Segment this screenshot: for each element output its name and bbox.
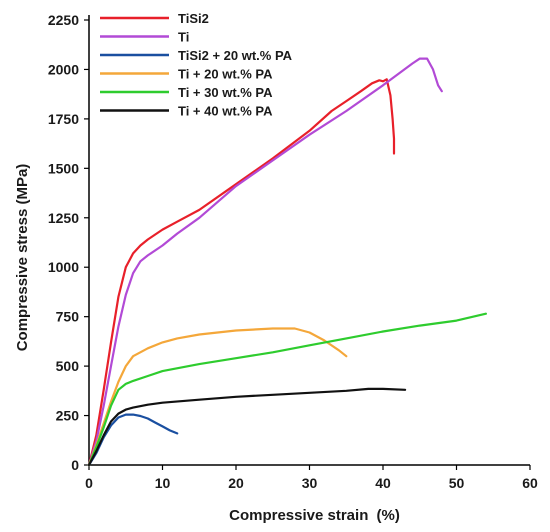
y-tick-label: 1750 <box>48 111 79 127</box>
legend-label: Ti <box>178 30 189 45</box>
series-line <box>87 387 407 467</box>
x-tick-label: 30 <box>302 475 318 491</box>
y-tick-label: 250 <box>56 408 80 424</box>
x-tick-label: 60 <box>522 475 538 491</box>
y-tick-label: 500 <box>56 358 80 374</box>
series-line <box>87 312 487 467</box>
legend-label: TiSi2 <box>178 11 209 26</box>
series-line <box>87 327 348 467</box>
series-lines <box>87 57 487 467</box>
y-tick-label: 2250 <box>48 12 79 28</box>
legend-label: TiSi2 + 20 wt.% PA <box>178 48 293 63</box>
x-tick-label: 0 <box>85 475 93 491</box>
series-line <box>87 57 443 467</box>
legend-label: Ti + 30 wt.% PA <box>178 85 273 100</box>
x-tick-label: 40 <box>375 475 391 491</box>
legend: TiSi2 Ti TiSi2 + 20 wt.% PA Ti + 20 wt.% PA… <box>100 11 293 119</box>
y-axis-title: Compressive stress (MPa) <box>14 164 31 352</box>
x-tick-label: 20 <box>228 475 244 491</box>
legend-label: Ti + 20 wt.% PA <box>178 67 273 82</box>
x-axis-title: Compressive strain (%) <box>229 507 400 524</box>
y-tick-label: 0 <box>71 457 79 473</box>
y-tick-label: 1500 <box>48 160 79 176</box>
legend-label: Ti + 40 wt.% PA <box>178 104 273 119</box>
x-tick-label: 50 <box>449 475 465 491</box>
x-tick-label: 10 <box>155 475 171 491</box>
x-axis-unit: (%) <box>377 507 400 524</box>
y-tick-label: 1000 <box>48 259 79 275</box>
y-tick-label: 750 <box>56 309 80 325</box>
y-tick-label: 1250 <box>48 210 79 226</box>
y-tick-label: 2000 <box>48 61 79 77</box>
series-line <box>87 78 396 467</box>
axes: 0 10 20 30 40 50 60 0 250 500 750 1000 1250 1500 1750 2… <box>48 12 538 491</box>
x-axis-title-text: Compressive strain <box>229 507 368 524</box>
